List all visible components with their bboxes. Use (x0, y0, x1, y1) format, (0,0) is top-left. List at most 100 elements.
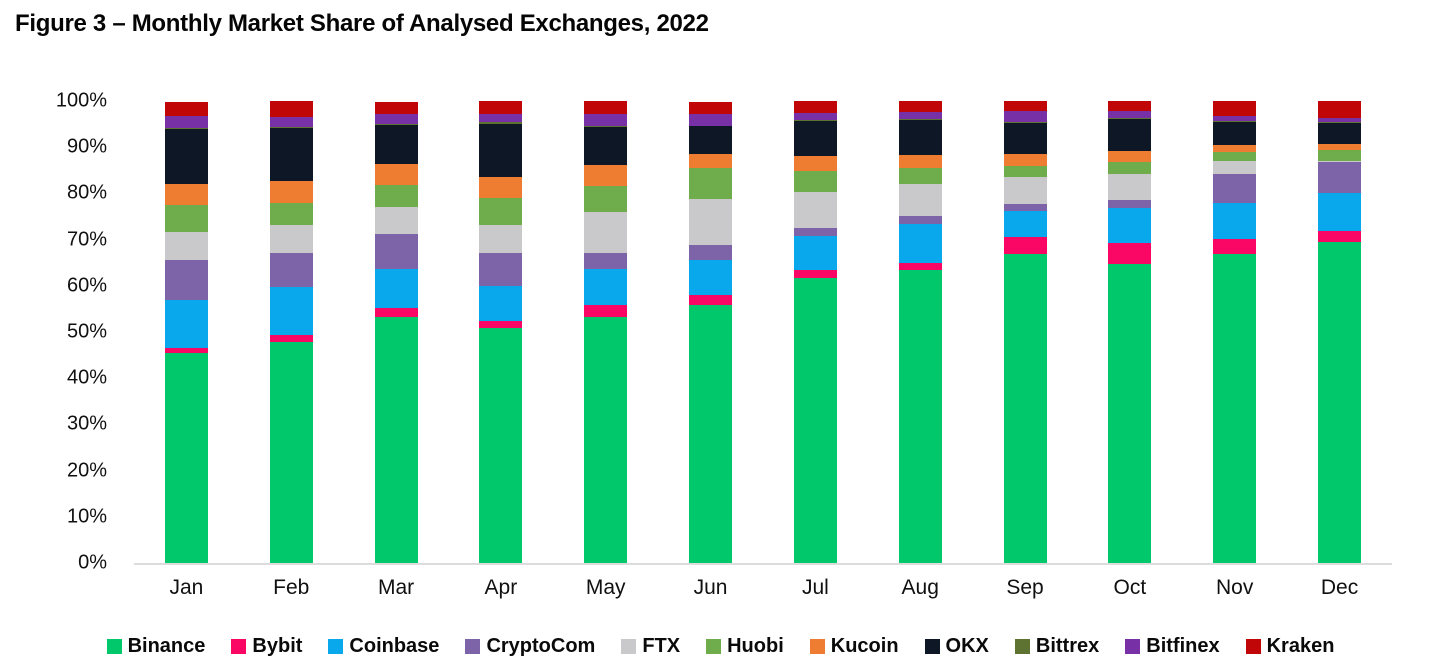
segment-bitfinex-apr (479, 113, 523, 122)
stacked-bar-sep (1003, 101, 1047, 563)
segment-bittrex-jan (164, 127, 208, 130)
y-tick-label: 0% (78, 551, 107, 574)
segment-bybit-feb (269, 334, 313, 342)
segment-kucoin-dec (1318, 144, 1362, 151)
segment-ftx-feb (269, 225, 313, 253)
segment-okx-aug (898, 120, 942, 155)
segment-bybit-jul (793, 270, 837, 279)
segment-kraken-mar (374, 101, 418, 115)
y-tick-label: 60% (66, 274, 107, 297)
legend-label: Coinbase (349, 635, 440, 657)
stacked-bar-dec (1318, 101, 1362, 563)
segment-kraken-jun (689, 101, 733, 115)
segment-cryptocom-oct (1108, 200, 1152, 208)
segment-bybit-dec (1318, 230, 1362, 242)
segment-huobi-jul (793, 170, 837, 192)
plot-area (134, 101, 1392, 565)
legend-swatch-bittrex (1014, 639, 1030, 654)
legend-label: CryptoCom (486, 635, 596, 657)
segment-okx-nov (1213, 121, 1257, 146)
segment-coinbase-jul (793, 235, 837, 271)
segment-coinbase-may (584, 268, 628, 305)
segment-kucoin-apr (479, 176, 523, 199)
segment-okx-oct (1108, 119, 1152, 152)
segment-coinbase-apr (479, 286, 523, 322)
segment-cryptocom-aug (898, 216, 942, 225)
legend-swatch-huobi (706, 639, 722, 654)
segment-bittrex-nov (1213, 120, 1257, 122)
segment-bybit-apr (479, 321, 523, 328)
segment-bitfinex-jun (689, 114, 733, 126)
legend-swatch-kraken (1245, 639, 1261, 654)
segment-okx-sep (1003, 122, 1047, 155)
segment-binance-jul (793, 278, 837, 563)
segment-huobi-nov (1213, 151, 1257, 162)
segment-cryptocom-dec (1318, 161, 1362, 193)
segment-bitfinex-mar (374, 114, 418, 124)
y-tick-label: 30% (66, 412, 107, 435)
segment-kucoin-sep (1003, 154, 1047, 167)
segment-kraken-nov (1213, 101, 1257, 116)
segment-binance-aug (898, 270, 942, 563)
x-axis-label-dec: Dec (1320, 576, 1359, 599)
segment-kraken-aug (898, 101, 942, 112)
segment-cryptocom-nov (1213, 173, 1257, 203)
segment-binance-sep (1003, 254, 1047, 563)
segment-cryptocom-sep (1003, 204, 1047, 211)
legend-swatch-binance (106, 639, 122, 654)
stacked-bar-jan (164, 101, 208, 563)
segment-okx-jan (164, 129, 208, 184)
segment-binance-dec (1318, 241, 1362, 563)
bar-slot-nov (1182, 101, 1287, 563)
segment-bybit-jun (689, 295, 733, 306)
legend: Binance Bybit Coinbase CryptoCom FTX Huobi Kuc… (0, 635, 1441, 658)
segment-coinbase-dec (1318, 192, 1362, 231)
segment-bitfinex-may (584, 114, 628, 127)
segment-bittrex-jul (793, 120, 837, 122)
y-tick-label: 50% (66, 320, 107, 343)
segment-ftx-nov (1213, 161, 1257, 174)
segment-bittrex-oct (1108, 118, 1152, 120)
segment-okx-may (584, 126, 628, 165)
segment-bitfinex-jul (793, 112, 837, 121)
segment-bittrex-feb (269, 126, 313, 128)
segment-okx-jul (793, 121, 837, 157)
stacked-bar-aug (898, 101, 942, 563)
y-tick-label: 70% (66, 228, 107, 251)
x-axis-label-nov: Nov (1216, 576, 1254, 599)
y-tick-label: 40% (66, 366, 107, 389)
bar-slot-apr (448, 101, 553, 563)
segment-binance-mar (374, 316, 418, 563)
segment-cryptocom-mar (374, 234, 418, 270)
segment-cryptocom-jan (164, 259, 208, 300)
legend-item-kraken: Kraken (1245, 635, 1334, 658)
segment-bybit-may (584, 304, 628, 318)
segment-binance-jun (689, 305, 733, 563)
segment-bybit-mar (374, 308, 418, 317)
segment-binance-jan (164, 353, 208, 563)
segment-bybit-jan (164, 348, 208, 354)
segment-kucoin-aug (898, 154, 942, 169)
legend-item-ftx: FTX (621, 635, 680, 658)
segment-bittrex-jun (689, 125, 733, 127)
stacked-bar-feb (269, 101, 313, 563)
segment-kucoin-nov (1213, 145, 1257, 152)
y-tick-label: 20% (66, 459, 107, 482)
segment-binance-feb (269, 341, 313, 563)
y-axis: 100% 90% 80% 70% 60% 50% 40% 30% 20% 10% 0% (0, 90, 107, 574)
segment-kraken-sep (1003, 101, 1047, 111)
segment-kucoin-feb (269, 180, 313, 204)
segment-huobi-feb (269, 203, 313, 226)
legend-label: Kucoin (830, 635, 899, 657)
stacked-bar-oct (1108, 101, 1152, 563)
segment-kraken-jul (793, 101, 837, 113)
x-axis: Jan Feb Mar Apr May Jun Jul Aug Sep Oct Nov Dec (134, 576, 1392, 600)
stacked-bar-mar (374, 101, 418, 563)
legend-label: OKX (945, 635, 989, 657)
segment-bybit-oct (1108, 242, 1152, 264)
segment-okx-dec (1318, 122, 1362, 145)
segment-bitfinex-oct (1108, 111, 1152, 119)
x-axis-label-aug: Aug (901, 576, 939, 599)
segment-kraken-jan (164, 101, 208, 117)
bar-slot-dec (1287, 101, 1392, 563)
